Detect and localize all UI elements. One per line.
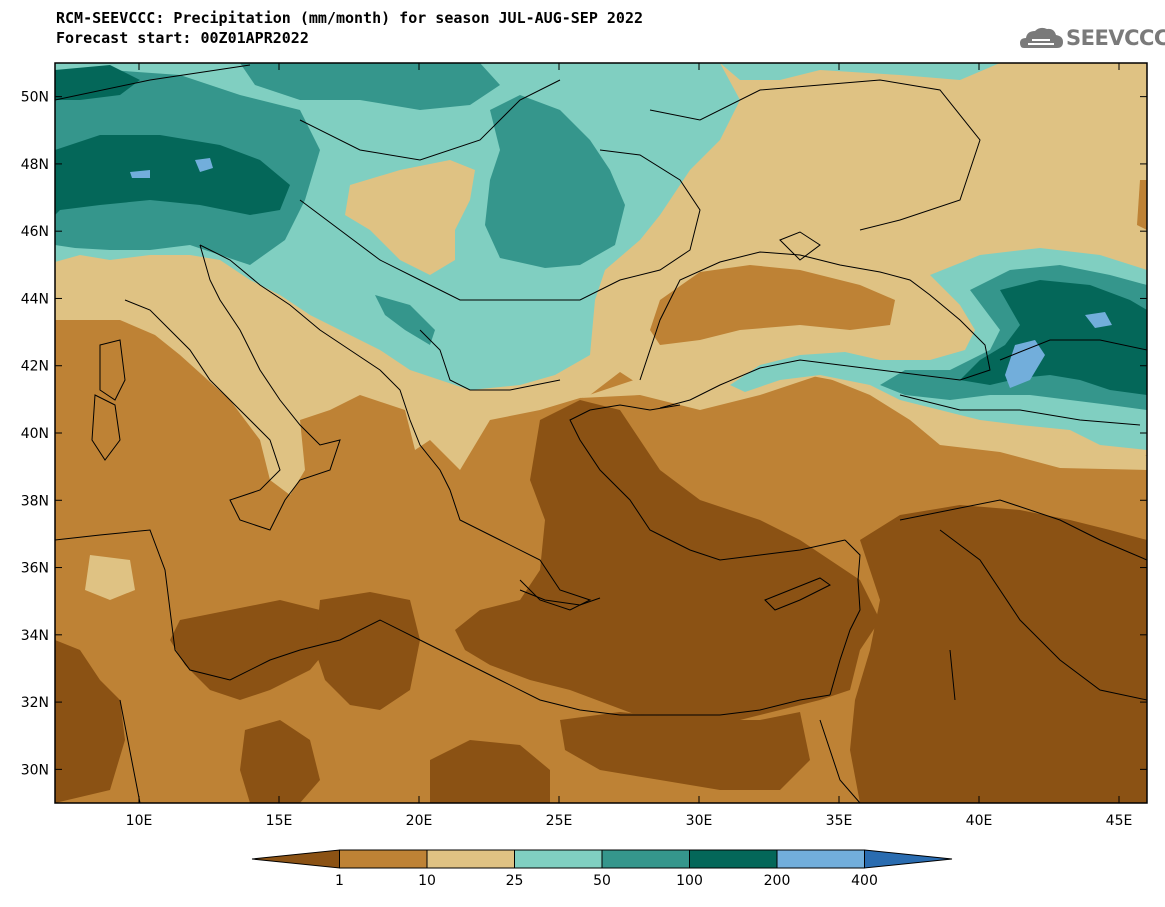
- y-tick-label: 50N: [21, 90, 49, 106]
- colorbar-label: 50: [593, 873, 611, 889]
- x-tick-label: 20E: [406, 813, 433, 829]
- forecast-start: Forecast start: 00Z01APR2022: [56, 29, 309, 47]
- x-tick-label: 30E: [686, 813, 713, 829]
- field-25-50-hungary: [345, 160, 475, 275]
- y-tick-label: 34N: [21, 628, 49, 644]
- x-tick-label: 40E: [966, 813, 993, 829]
- field-200-400-alps-west: [55, 65, 140, 100]
- field-100-200-carpathians: [485, 95, 625, 268]
- colorbar-label: 25: [506, 873, 524, 889]
- y-tick-label: 38N: [21, 493, 49, 509]
- field-10-25-blacksea: [650, 265, 895, 345]
- x-tick-label: 15E: [266, 813, 293, 829]
- field-25-50-turkey: [580, 365, 1147, 470]
- field-400-plus-georgia: [1085, 312, 1112, 328]
- colorbar-segment: [339, 849, 428, 869]
- field-400-plus-caucasus: [1005, 340, 1045, 388]
- field-25-50-adriatic: [200, 290, 390, 395]
- x-tick-label: 35E: [826, 813, 853, 829]
- x-tick-label: 45E: [1106, 813, 1133, 829]
- field-below-1-egypt: [560, 712, 810, 790]
- y-tick-label: 36N: [21, 561, 49, 577]
- logo-text: SEEVCCC: [1066, 26, 1165, 50]
- field-400-plus-alps2: [130, 170, 150, 178]
- field-below-1-south: [430, 740, 550, 803]
- field-below-1-west: [55, 640, 125, 803]
- cloud-icon: [1020, 27, 1063, 48]
- axis-ticks: 10E 15E 20E 25E 30E 35E 40E 45E 50N 48N 46N 44N 42N 4…: [21, 63, 1147, 829]
- y-tick-label: 30N: [21, 762, 49, 778]
- x-tick-label: 25E: [546, 813, 573, 829]
- y-tick-label: 40N: [21, 426, 49, 442]
- y-tick-label: 46N: [21, 224, 49, 240]
- field-200-400-caucasus: [960, 280, 1147, 395]
- field-50-100-northeast: [720, 63, 1000, 80]
- colorbar-segment: [514, 849, 603, 869]
- field-100-200-bosnia: [375, 295, 435, 345]
- field-below-1-southlibya: [240, 720, 320, 803]
- field-400-plus-alps: [195, 158, 213, 172]
- colorbar-label: 200: [764, 873, 791, 889]
- chart-title: RCM-SEEVCCC: Precipitation (mm/month) fo…: [56, 9, 643, 27]
- colorbar-segment: [426, 849, 515, 869]
- field-10-25-east: [1137, 180, 1147, 230]
- colorbar-label: 400: [851, 873, 878, 889]
- field-below-1-middleeast: [850, 505, 1147, 803]
- colorbar-segment: [601, 849, 690, 869]
- colorbar: 1 10 25 50 100 200 400: [251, 849, 953, 889]
- colorbar-segment: [776, 849, 865, 869]
- y-tick-label: 44N: [21, 291, 49, 307]
- coastlines: [55, 64, 1147, 803]
- colorbar-label: 10: [418, 873, 436, 889]
- field-below-1-libya2: [315, 592, 420, 710]
- field-below-1-aegean: [455, 400, 880, 725]
- y-tick-label: 48N: [21, 157, 49, 173]
- colorbar-segment: [251, 849, 340, 869]
- colorbar-label: 1: [335, 873, 344, 889]
- colorbar-label: 100: [676, 873, 703, 889]
- field-100-200-poland: [240, 63, 500, 110]
- x-tick-label: 10E: [126, 813, 153, 829]
- colorbar-segment: [689, 849, 778, 869]
- field-25-50-tunisia: [85, 555, 135, 600]
- field-200-400-austria: [55, 135, 290, 215]
- y-tick-label: 42N: [21, 359, 49, 375]
- y-tick-label: 32N: [21, 695, 49, 711]
- precip-field: [55, 63, 1147, 803]
- colorbar-segment: [864, 849, 953, 869]
